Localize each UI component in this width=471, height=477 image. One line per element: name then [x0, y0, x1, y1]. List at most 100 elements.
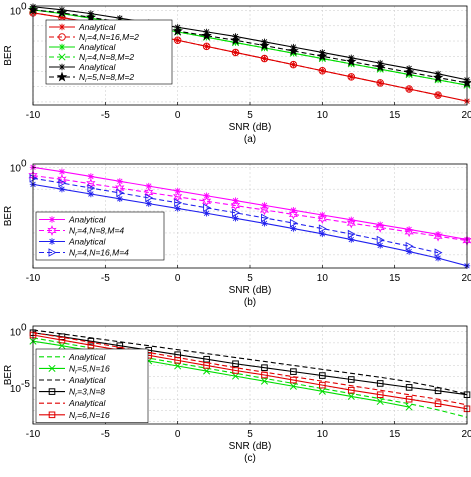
y-tick-label: 10: [10, 328, 22, 339]
data-point: [203, 367, 211, 375]
data-point: [58, 14, 66, 21]
legend-label: Analytical: [78, 22, 116, 32]
data-point: [87, 173, 95, 180]
data-point: [347, 229, 356, 239]
data-point: [261, 364, 268, 371]
data-point: [434, 248, 443, 257]
data-point: [57, 174, 67, 185]
data-point: [434, 91, 442, 99]
data-point: [145, 193, 154, 203]
legend: AnalyticalNr=4,N=16,M=2AnalyticalNr=4,N=…: [45, 19, 173, 85]
data-point: [232, 367, 239, 374]
x-tick-label: -5: [101, 273, 110, 284]
data-point: [289, 60, 298, 69]
legend-label: Nr=5,N=8,M=2: [79, 72, 134, 84]
series-5: [32, 332, 468, 406]
series-6: [29, 331, 471, 413]
x-tick-label: 0: [175, 429, 181, 440]
legend-swatch-marker: [48, 364, 56, 372]
data-point: [434, 400, 442, 408]
series-line: [32, 175, 468, 242]
legend-box: [45, 19, 173, 85]
data-point: [115, 182, 125, 194]
x-tick-label: -10: [26, 273, 41, 284]
data-point: [203, 192, 210, 199]
legend-label: Nr=4,N=8,M=2: [79, 52, 134, 64]
data-point: [347, 73, 356, 81]
legend-swatch-marker: [56, 71, 68, 82]
data-point: [405, 403, 413, 411]
legend-label: Analytical: [68, 375, 106, 385]
data-point: [232, 360, 239, 368]
x-tick-label: -5: [101, 110, 110, 121]
data-point: [289, 218, 298, 228]
data-point: [201, 30, 212, 41]
series-line: [32, 332, 468, 406]
series-line: [32, 183, 468, 267]
x-axis-label: SNR (dB): [229, 122, 272, 133]
legend: AnalyticalNr=4,N=8,M=4AnalyticalNr=4,N=1…: [35, 211, 165, 261]
data-point: [56, 7, 68, 18]
legend-label: Nr=6,N=16: [69, 410, 110, 422]
data-point: [290, 368, 297, 375]
y-tick-label: 10: [10, 384, 22, 395]
series-line: [32, 177, 439, 254]
x-tick-label: 5: [247, 429, 253, 440]
x-tick-label: -5: [101, 429, 110, 440]
data-point: [288, 209, 299, 220]
data-point: [405, 248, 413, 255]
legend-swatch-marker: [48, 238, 56, 245]
data-point: [87, 337, 95, 345]
data-point: [405, 395, 413, 403]
data-point: [347, 392, 355, 400]
data-point: [405, 226, 413, 233]
data-point: [345, 56, 357, 67]
data-point: [230, 200, 241, 211]
legend-swatch-marker: [47, 225, 57, 236]
data-point: [116, 342, 124, 350]
x-tick-label: 5: [247, 273, 253, 284]
x-tick-label: -10: [26, 429, 41, 440]
x-tick-label: 20: [461, 273, 471, 284]
data-point: [172, 25, 183, 36]
data-point: [203, 355, 210, 363]
data-point: [173, 36, 182, 45]
data-point: [405, 241, 414, 251]
legend-swatch-marker: [58, 53, 66, 61]
data-point: [202, 42, 211, 51]
x-tick-label: 0: [175, 110, 181, 121]
data-point: [259, 204, 270, 216]
data-point: [58, 178, 67, 188]
legend-box: [35, 348, 149, 423]
data-point: [232, 215, 239, 222]
x-tick-label: 20: [461, 429, 471, 440]
legend-label: Analytical: [68, 237, 106, 247]
data-point: [259, 40, 270, 51]
legend-label: Nr=4,N=8,M=4: [69, 226, 124, 238]
legend-label: Nr=4,N=16,M=4: [69, 248, 129, 260]
data-point: [403, 66, 415, 77]
data-point: [203, 362, 210, 369]
legend-swatch-marker: [58, 23, 66, 31]
data-point: [377, 221, 384, 228]
legend-label: Nr=4,N=16,M=2: [79, 32, 139, 44]
data-point: [144, 187, 154, 198]
data-point: [174, 187, 181, 195]
y-tick-exponent: 0: [21, 323, 27, 334]
data-point: [203, 210, 210, 217]
data-point: [232, 49, 239, 56]
data-point: [203, 203, 212, 213]
x-tick-label: 0: [175, 273, 181, 284]
legend-swatch-marker: [58, 63, 66, 71]
data-point: [434, 231, 442, 238]
y-axis-label: BER: [3, 45, 14, 66]
legend-label: Nr=3,N=8: [69, 387, 105, 399]
data-point: [261, 213, 269, 223]
data-point: [376, 380, 384, 387]
legend-label: Analytical: [68, 215, 106, 225]
data-point: [288, 45, 299, 56]
x-tick-label: 15: [389, 273, 401, 284]
